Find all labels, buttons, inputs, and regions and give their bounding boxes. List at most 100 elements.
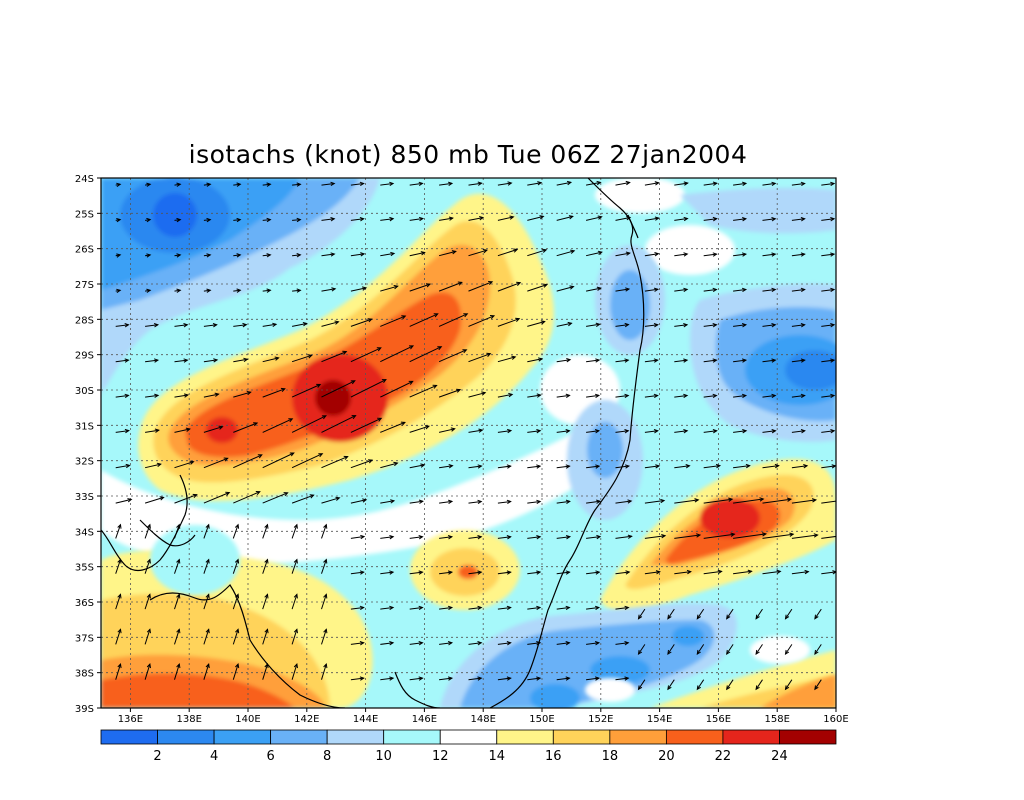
wind-arrow-shaft: [262, 357, 279, 363]
lat-label: 36S: [75, 598, 94, 609]
wind-arrow-head: [565, 605, 571, 611]
wind-arrow-head: [653, 323, 659, 328]
wind-arrow-shaft: [144, 559, 151, 574]
wind-arrow-shaft: [409, 500, 423, 504]
wind-arrow-shaft: [350, 417, 382, 433]
wind-arrow-head: [655, 464, 661, 469]
wind-arrow-shaft: [262, 492, 288, 504]
wind-arrow-head: [146, 182, 152, 187]
wind-arrow-shaft: [439, 677, 452, 681]
wind-arrow-head: [293, 663, 298, 669]
wind-arrow-head: [124, 428, 130, 434]
lon-label: 152E: [588, 714, 613, 725]
wind-arrow-head: [206, 182, 212, 187]
wind-arrow-head: [266, 288, 272, 293]
wind-arrow-head: [730, 532, 736, 537]
wind-arrow-head: [243, 357, 249, 363]
wind-arrow-shaft: [145, 359, 158, 363]
wind-arrow-head: [462, 349, 468, 354]
wind-arrow-shaft: [527, 430, 541, 433]
wind-arrow-head: [683, 393, 689, 399]
lat-label: 30S: [75, 386, 94, 397]
wind-arrow-shaft: [115, 629, 121, 645]
wind-arrow-shaft: [262, 524, 268, 539]
wind-arrow-shaft: [497, 318, 520, 327]
wind-arrow-shaft: [497, 571, 511, 575]
wind-arrow-shaft: [762, 253, 776, 257]
wind-arrow-shaft: [203, 492, 230, 504]
wind-arrow-shaft: [726, 608, 734, 619]
wind-arrow-head: [205, 628, 210, 634]
colorbar-label: 10: [375, 749, 392, 764]
wind-arrow-shaft: [174, 559, 180, 574]
wind-arrow-shaft: [292, 323, 307, 327]
wind-arrow-head: [539, 215, 545, 220]
wind-arrow-shaft: [791, 534, 818, 539]
wind-arrow-shaft: [262, 183, 271, 186]
wind-arrow-head: [264, 663, 269, 669]
colorbar-label: 4: [210, 749, 218, 764]
colorbar-swatch: [552, 729, 611, 745]
wind-arrow-shaft: [174, 663, 180, 680]
wind-arrow-shaft: [785, 644, 793, 655]
wind-arrow-shaft: [262, 254, 271, 257]
wind-arrow-shaft: [556, 677, 570, 681]
wind-arrow-head: [289, 452, 295, 457]
wind-arrow-head: [477, 181, 483, 186]
colorbar: 2 4 6 8 10 12 14 16 18 20 22 24: [100, 729, 837, 764]
wind-arrow-shaft: [615, 430, 629, 433]
wind-arrow-head: [784, 649, 790, 655]
wind-arrow-shaft: [321, 380, 356, 398]
wind-arrow-shaft: [174, 629, 180, 645]
wind-arrow-shaft: [615, 500, 632, 504]
wind-arrow-head: [568, 215, 574, 220]
wind-arrow-shaft: [291, 524, 298, 539]
colorbar-swatch: [496, 729, 554, 745]
wind-arrow-shaft: [233, 391, 251, 398]
wind-arrow-head: [456, 388, 462, 393]
wind-arrow-shaft: [703, 324, 717, 327]
wind-arrow-shaft: [262, 559, 268, 574]
wind-arrow-shaft: [439, 182, 453, 186]
wind-arrow-head: [117, 558, 122, 564]
wind-arrow-shaft: [821, 500, 836, 504]
wind-arrow-shaft: [556, 181, 571, 186]
wind-arrow-head: [400, 421, 406, 426]
wind-arrow-shaft: [615, 324, 629, 327]
colorbar-label: 16: [545, 749, 562, 764]
lon-label: 144E: [353, 714, 378, 725]
wind-arrow-shaft: [586, 642, 599, 645]
wind-arrow-shaft: [409, 425, 430, 433]
wind-arrow-shaft: [409, 313, 438, 327]
wind-arrow-head: [218, 425, 224, 430]
wind-arrow-head: [236, 253, 242, 258]
wind-arrow-head: [594, 641, 601, 646]
wind-arrow-shaft: [703, 395, 717, 398]
wind-arrow-shaft: [615, 182, 630, 186]
wind-arrow-head: [726, 614, 731, 620]
wind-arrow-shaft: [438, 313, 468, 327]
wind-arrow-shaft: [785, 608, 793, 619]
wind-arrow-head: [712, 287, 718, 293]
wind-arrow-head: [624, 429, 630, 434]
wind-arrow-head: [447, 535, 454, 540]
wind-arrow-head: [117, 628, 122, 634]
wind-arrow-shaft: [638, 679, 646, 690]
wind-arrow-shaft: [439, 217, 453, 221]
wind-arrow-shaft: [291, 415, 327, 433]
wind-arrow-head: [146, 217, 152, 223]
wind-arrow-head: [596, 534, 602, 540]
wind-arrow-head: [242, 322, 248, 328]
wind-arrow-shaft: [556, 250, 575, 257]
wind-arrow-head: [361, 286, 368, 291]
wind-arrow-head: [800, 429, 806, 434]
wind-arrow-shaft: [380, 642, 394, 645]
wind-arrow-head: [506, 605, 512, 611]
wind-arrow-head: [477, 570, 483, 575]
wind-arrow-head: [176, 558, 181, 564]
wind-arrow-head: [146, 593, 151, 599]
wind-arrow-shaft: [233, 358, 248, 363]
wind-arrow-shaft: [644, 182, 659, 186]
wind-arrow-shaft: [814, 644, 822, 655]
wind-arrow-shaft: [762, 359, 776, 363]
